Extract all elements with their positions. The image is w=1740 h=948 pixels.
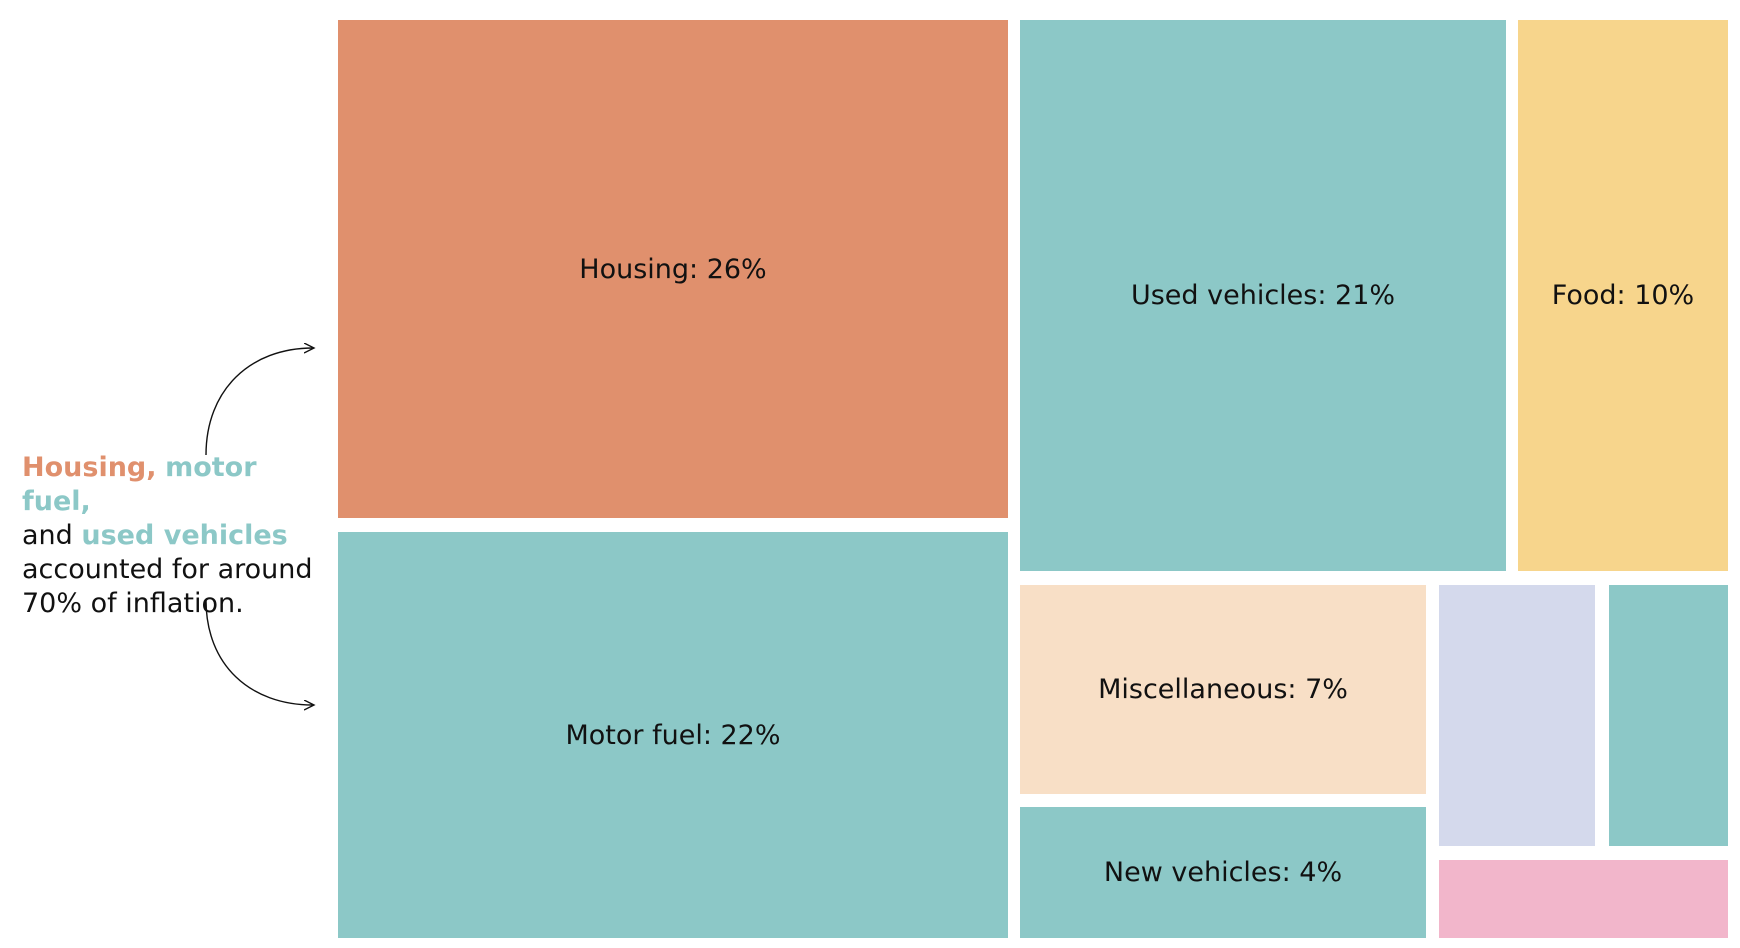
treemap-cell-unlabeled-6	[1439, 585, 1595, 846]
treemap-label-miscellaneous: Miscellaneous: 7%	[1098, 674, 1348, 705]
treemap-cell-unlabeled-7	[1609, 585, 1728, 846]
arrow-down	[205, 599, 313, 705]
annotation-used-vehicles: used vehicles	[81, 520, 288, 551]
annotation-housing: Housing,	[22, 452, 157, 483]
annotation-and: and	[22, 520, 73, 551]
treemap-label-motor-fuel: Motor fuel: 22%	[565, 719, 781, 751]
annotation-line-1: Housing, motor fuel,	[22, 451, 322, 519]
annotation-line-3: accounted for around	[22, 554, 313, 585]
treemap-cell-new-vehicles: New vehicles: 4%	[1020, 807, 1426, 938]
annotation-line-2: and used vehicles	[22, 519, 322, 553]
treemap-cell-miscellaneous: Miscellaneous: 7%	[1020, 585, 1426, 794]
treemap-cell-used-vehicles: Used vehicles: 21%	[1020, 20, 1506, 571]
treemap-cell-motor-fuel: Motor fuel: 22%	[338, 532, 1008, 938]
treemap-cell-housing: Housing: 26%	[338, 20, 1008, 518]
treemap-label-food: Food: 10%	[1551, 280, 1695, 311]
annotation-motor-fuel: motor fuel,	[22, 452, 257, 517]
treemap-label-new-vehicles: New vehicles: 4%	[1103, 857, 1343, 888]
treemap-cell-food: Food: 10%	[1518, 20, 1728, 571]
treemap-label-used-vehicles: Used vehicles: 21%	[1130, 280, 1396, 311]
annotation-arrows	[205, 0, 340, 760]
annotation-text: Housing, motor fuel, and used vehicles a…	[22, 451, 322, 621]
treemap-cell-unlabeled-8	[1439, 860, 1728, 938]
arrow-up	[205, 348, 313, 456]
treemap-label-housing: Housing: 26%	[579, 253, 767, 285]
annotation-line-4: 70% of inflation.	[22, 588, 244, 619]
